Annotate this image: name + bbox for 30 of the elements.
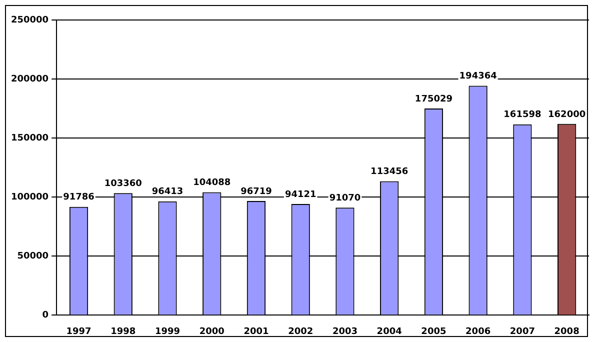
x-tick-label: 1997 — [66, 326, 92, 337]
y-tick-label: 50000 — [17, 252, 49, 262]
x-tick-label: 2003 — [332, 326, 358, 337]
x-tick-label: 2008 — [554, 326, 580, 337]
data-label: 104088 — [193, 178, 231, 188]
data-label: 103360 — [104, 178, 142, 189]
data-label: 91786 — [63, 192, 94, 203]
data-label: 162000 — [548, 110, 586, 120]
data-label: 113456 — [370, 167, 408, 178]
data-label: 175029 — [414, 94, 452, 104]
x-tick-label: 2006 — [466, 326, 491, 337]
data-label: 194364 — [459, 72, 497, 82]
x-tick-label: 2007 — [510, 326, 535, 337]
data-label: 94121 — [284, 190, 316, 200]
y-tick-label: 100000 — [10, 192, 49, 202]
data-label: 96719 — [240, 186, 272, 197]
x-tick-label: 2002 — [288, 326, 314, 337]
y-tick-label: 250000 — [10, 15, 49, 26]
x-tick-label: 2005 — [421, 326, 446, 337]
data-label: 91070 — [329, 194, 361, 204]
x-tick-label: 2004 — [376, 326, 402, 337]
x-tick-label: 1999 — [154, 326, 180, 337]
data-label: 161598 — [504, 110, 542, 120]
x-tick-label: 2001 — [244, 326, 269, 337]
x-tick-label: 2000 — [199, 326, 224, 337]
y-tick-label: 150000 — [10, 133, 49, 144]
x-tick-label: 1998 — [110, 326, 136, 337]
y-tick-label: 200000 — [10, 74, 49, 84]
data-label: 96413 — [152, 187, 184, 198]
y-tick-label: 0 — [42, 310, 49, 321]
